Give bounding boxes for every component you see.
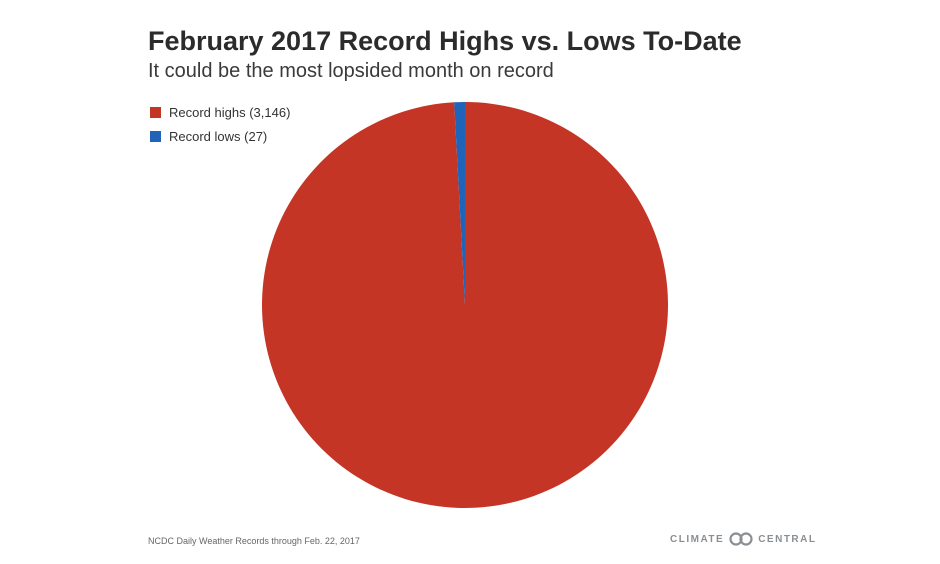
legend-item-lows: Record lows (27)	[150, 124, 290, 148]
chart-subtitle: It could be the most lopsided month on r…	[148, 60, 554, 82]
source-note: NCDC Daily Weather Records through Feb. …	[148, 536, 360, 546]
legend-label-highs: Record highs (3,146)	[169, 104, 291, 120]
legend-swatch-highs	[150, 106, 161, 118]
legend: Record highs (3,146) Record lows (27)	[150, 100, 290, 148]
legend-item-highs: Record highs (3,146)	[150, 100, 290, 124]
logo-rings-icon	[729, 532, 753, 546]
pie-slice-record-highs	[262, 102, 669, 508]
logo-text-right: CENTRAL	[758, 533, 817, 545]
legend-swatch-lows	[150, 130, 161, 142]
chart-title: February 2017 Record Highs vs. Lows To-D…	[148, 26, 742, 56]
pie-slice-record-lows	[454, 102, 465, 305]
logo-text-left: CLIMATE	[670, 533, 725, 545]
climate-central-logo: CLIMATE CENTRAL	[670, 532, 816, 546]
legend-label-lows: Record lows (27)	[169, 128, 268, 144]
